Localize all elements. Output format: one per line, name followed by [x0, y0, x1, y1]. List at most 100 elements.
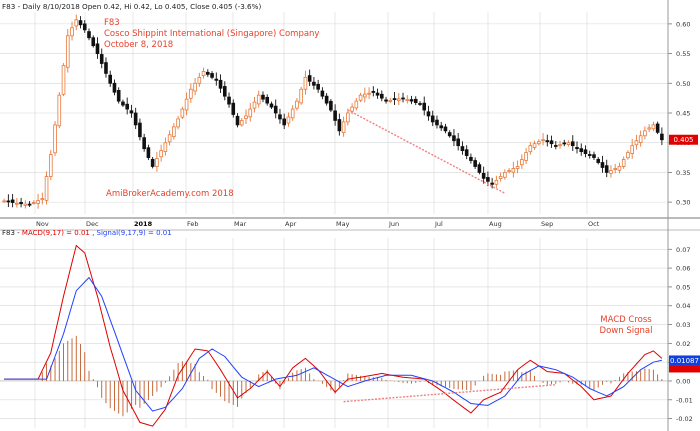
macd-y-tick-label: 0.02 — [676, 340, 690, 348]
candle — [452, 129, 456, 147]
candle — [371, 86, 376, 97]
macd-y-tick-label: -0.01 — [676, 396, 693, 404]
candle — [553, 140, 558, 150]
candle — [201, 67, 206, 79]
candle — [541, 133, 545, 146]
candle — [36, 193, 40, 209]
candle — [121, 99, 125, 107]
candle — [596, 156, 601, 165]
candle — [426, 105, 431, 121]
candle — [112, 79, 117, 96]
candle — [197, 72, 202, 87]
x-tick-label: Mar — [234, 220, 247, 228]
candle — [244, 109, 248, 124]
candle — [65, 29, 70, 73]
candle — [286, 112, 291, 127]
candle — [520, 154, 524, 169]
candle — [239, 118, 244, 127]
candle — [15, 198, 19, 208]
signal-line — [4, 276, 663, 412]
candle — [299, 86, 303, 105]
candle — [456, 133, 460, 151]
price-y-tick-label: 0.60 — [676, 20, 690, 28]
macd-header: F83 - MACD(9,17) = 0.01 , Signal(9,17,9)… — [2, 229, 172, 237]
macd-y-tick-label: 0.06 — [676, 265, 690, 273]
candle — [409, 95, 414, 105]
candle — [579, 143, 584, 156]
macd-y-tick-label: 0.04 — [676, 302, 690, 310]
candle — [218, 74, 223, 93]
x-tick-label: Nov — [36, 220, 49, 228]
candle — [167, 130, 172, 146]
candle — [583, 145, 588, 158]
candle — [329, 98, 333, 112]
candle — [95, 37, 100, 59]
candle — [460, 141, 465, 155]
candle — [87, 28, 91, 41]
candle — [469, 153, 473, 164]
x-tick-label: Aug — [489, 220, 502, 228]
candle — [44, 171, 49, 205]
candle — [537, 139, 541, 146]
macd-histogram — [41, 335, 663, 417]
candle — [104, 57, 108, 78]
candle — [307, 69, 312, 87]
candle — [570, 135, 575, 151]
candle — [261, 91, 265, 103]
macd-note-line-1: MACD Cross — [600, 315, 652, 325]
candle — [430, 110, 435, 127]
macd-y-tick-label: -0.02 — [676, 415, 693, 423]
candle — [193, 78, 197, 96]
x-tick-label: 2018 — [134, 220, 153, 228]
last-price-label: 0.405 — [673, 136, 693, 144]
candle — [447, 130, 452, 138]
candle — [163, 137, 168, 156]
candle — [634, 134, 639, 150]
candle — [380, 90, 384, 102]
candle — [206, 69, 210, 77]
x-tick-label: May — [336, 220, 350, 228]
date-annotation: October 8, 2018 — [104, 40, 173, 50]
price-downtrend-line — [347, 109, 506, 194]
candle — [545, 134, 550, 147]
candle — [655, 121, 660, 135]
candle — [10, 193, 15, 208]
candle — [481, 166, 486, 184]
candle — [532, 140, 537, 150]
candle — [413, 96, 418, 106]
candle — [388, 97, 393, 104]
macd-header-prefix: F83 - — [2, 229, 22, 237]
candle — [155, 151, 159, 172]
candle — [138, 118, 142, 141]
candle — [210, 71, 214, 80]
price-y-tick-label: 0.30 — [676, 199, 690, 207]
candle — [613, 163, 617, 174]
last-price-badge: 0.405 — [669, 134, 698, 145]
candle — [333, 104, 337, 126]
candle — [367, 87, 371, 99]
candle — [252, 96, 257, 113]
candle — [511, 161, 516, 178]
candle — [422, 96, 427, 116]
price-y-tick-label: 0.50 — [676, 80, 690, 88]
macd-value-badge: 0.01087 — [669, 355, 700, 366]
candle — [146, 144, 151, 161]
candle — [439, 121, 444, 131]
x-tick-label: Dec — [86, 220, 99, 228]
candle — [269, 101, 274, 109]
candle — [248, 103, 253, 122]
candle — [443, 123, 448, 134]
candle — [6, 194, 11, 208]
price-y-tick-label: 0.45 — [676, 110, 690, 118]
candle — [23, 200, 28, 209]
candle — [515, 160, 520, 174]
candle — [142, 133, 146, 152]
candle — [265, 94, 270, 106]
candle — [660, 127, 664, 146]
watermark-annotation: AmiBrokerAcademy.com 2018 — [106, 189, 234, 199]
candle — [99, 48, 104, 69]
candle — [549, 135, 554, 148]
candle — [150, 156, 155, 169]
candle — [180, 106, 185, 120]
